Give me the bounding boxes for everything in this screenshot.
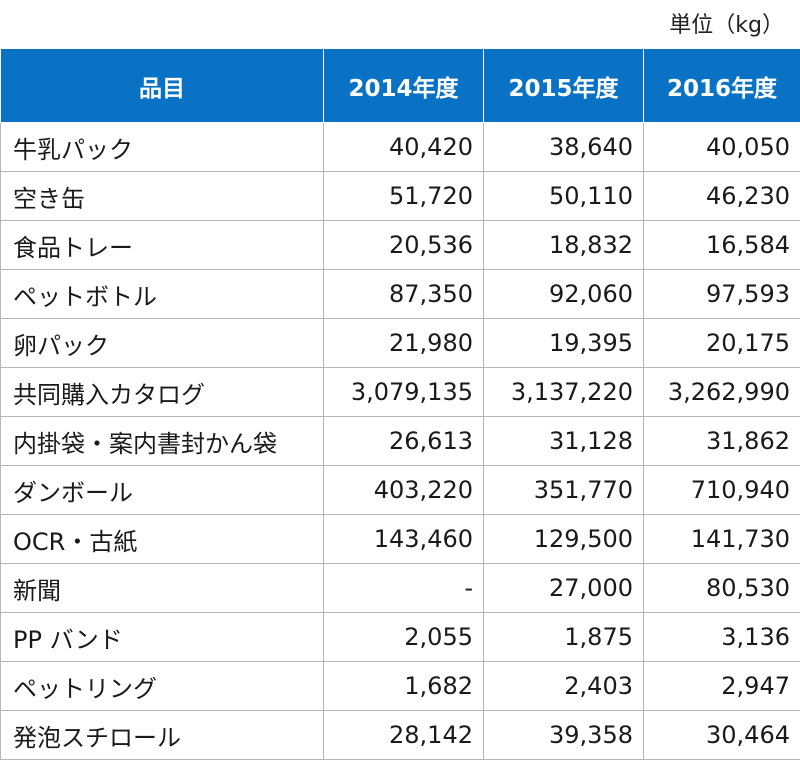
table-row: ペットリング 1,682 2,403 2,947 bbox=[0, 661, 800, 711]
table-header-row: 品目 2014年度 2015年度 2016年度 bbox=[0, 48, 800, 123]
header-2015: 2015年度 bbox=[483, 48, 644, 123]
row-2015: 129,500 bbox=[483, 514, 644, 564]
row-2016: 40,050 bbox=[643, 122, 800, 172]
row-item: ペットボトル bbox=[0, 269, 324, 319]
row-2014: 87,350 bbox=[323, 269, 484, 319]
row-2015: 92,060 bbox=[483, 269, 644, 319]
table-row: ペットボトル 87,350 92,060 97,593 bbox=[0, 269, 800, 319]
row-2016: 20,175 bbox=[643, 318, 800, 368]
header-item: 品目 bbox=[0, 48, 324, 123]
table-row: PP バンド 2,055 1,875 3,136 bbox=[0, 612, 800, 662]
row-2014: 40,420 bbox=[323, 122, 484, 172]
row-item: ダンボール bbox=[0, 465, 324, 515]
row-item: ペットリング bbox=[0, 661, 324, 711]
row-2014: 28,142 bbox=[323, 710, 484, 760]
row-2016: 97,593 bbox=[643, 269, 800, 319]
row-2014: 1,682 bbox=[323, 661, 484, 711]
row-item: OCR・古紙 bbox=[0, 514, 324, 564]
row-2016: 710,940 bbox=[643, 465, 800, 515]
row-2015: 27,000 bbox=[483, 563, 644, 613]
row-2015: 31,128 bbox=[483, 416, 644, 466]
row-2016: 16,584 bbox=[643, 220, 800, 270]
table-row: 空き缶 51,720 50,110 46,230 bbox=[0, 171, 800, 221]
row-item: 内掛袋・案内書封かん袋 bbox=[0, 416, 324, 466]
row-item: 食品トレー bbox=[0, 220, 324, 270]
row-2016: 2,947 bbox=[643, 661, 800, 711]
row-2016: 31,862 bbox=[643, 416, 800, 466]
row-2014: 2,055 bbox=[323, 612, 484, 662]
row-2015: 1,875 bbox=[483, 612, 644, 662]
row-2014: 20,536 bbox=[323, 220, 484, 270]
row-2014: 403,220 bbox=[323, 465, 484, 515]
row-2016: 3,262,990 bbox=[643, 367, 800, 417]
row-item: 空き缶 bbox=[0, 171, 324, 221]
row-item: PP バンド bbox=[0, 612, 324, 662]
row-2016: 141,730 bbox=[643, 514, 800, 564]
table-row: 食品トレー 20,536 18,832 16,584 bbox=[0, 220, 800, 270]
row-item: 発泡スチロール bbox=[0, 710, 324, 760]
row-item: 卵パック bbox=[0, 318, 324, 368]
table-row: 牛乳パック 40,420 38,640 40,050 bbox=[0, 122, 800, 172]
row-2014: 3,079,135 bbox=[323, 367, 484, 417]
row-2016: 3,136 bbox=[643, 612, 800, 662]
row-2015: 2,403 bbox=[483, 661, 644, 711]
row-2016: 30,464 bbox=[643, 710, 800, 760]
row-2016: 80,530 bbox=[643, 563, 800, 613]
row-item: 牛乳パック bbox=[0, 122, 324, 172]
header-2014: 2014年度 bbox=[323, 48, 484, 123]
row-2014: 51,720 bbox=[323, 171, 484, 221]
row-2016: 46,230 bbox=[643, 171, 800, 221]
row-2014: 21,980 bbox=[323, 318, 484, 368]
header-2016: 2016年度 bbox=[643, 48, 800, 123]
row-2015: 50,110 bbox=[483, 171, 644, 221]
row-2014: - bbox=[323, 563, 484, 613]
row-2015: 39,358 bbox=[483, 710, 644, 760]
row-item: 共同購入カタログ bbox=[0, 367, 324, 417]
table-row: ダンボール 403,220 351,770 710,940 bbox=[0, 465, 800, 515]
table-row: 発泡スチロール 28,142 39,358 30,464 bbox=[0, 710, 800, 760]
row-2015: 3,137,220 bbox=[483, 367, 644, 417]
row-2015: 18,832 bbox=[483, 220, 644, 270]
table-row: 共同購入カタログ 3,079,135 3,137,220 3,262,990 bbox=[0, 367, 800, 417]
recycling-table: 品目 2014年度 2015年度 2016年度 牛乳パック 40,420 38,… bbox=[0, 48, 800, 760]
row-2015: 38,640 bbox=[483, 122, 644, 172]
unit-label: 単位（kg） bbox=[669, 13, 784, 38]
table-row: 卵パック 21,980 19,395 20,175 bbox=[0, 318, 800, 368]
table-row: OCR・古紙 143,460 129,500 141,730 bbox=[0, 514, 800, 564]
row-2015: 19,395 bbox=[483, 318, 644, 368]
row-2015: 351,770 bbox=[483, 465, 644, 515]
table-row: 新聞 - 27,000 80,530 bbox=[0, 563, 800, 613]
row-item: 新聞 bbox=[0, 563, 324, 613]
row-2014: 26,613 bbox=[323, 416, 484, 466]
row-2014: 143,460 bbox=[323, 514, 484, 564]
table-row: 内掛袋・案内書封かん袋 26,613 31,128 31,862 bbox=[0, 416, 800, 466]
